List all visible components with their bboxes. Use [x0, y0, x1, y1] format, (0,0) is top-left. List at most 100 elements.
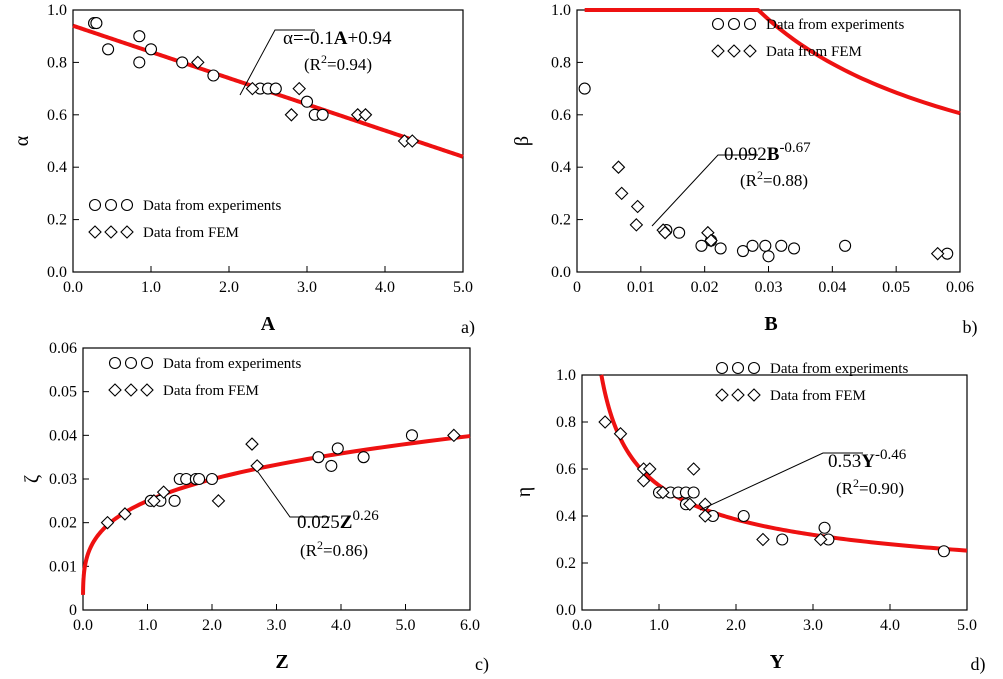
y-tick-label: 0.4 — [47, 159, 67, 176]
x-tick-label: 2.0 — [219, 279, 239, 296]
legend-experiment-marker — [715, 361, 729, 375]
x-tick-label: 5.0 — [453, 279, 473, 296]
fem-point — [100, 515, 115, 530]
legend-fem-marker — [108, 383, 122, 397]
legend-experiments-label: Data from experiments — [766, 17, 904, 33]
fit-r-squared: (R2=0.88) — [740, 168, 808, 190]
y-tick-label: 0.8 — [556, 414, 576, 431]
experiment-point — [300, 95, 314, 108]
chart-panel-a: 0.0 1.0 2.0 3.0 4.0 5.0 0.0 0.2 0.4 0.6 0.8 1.0 Data… — [11, 2, 475, 338]
y-tick-label: 1.0 — [47, 2, 67, 19]
panel-label: d) — [971, 654, 986, 675]
y-axis-title: η — [513, 487, 535, 497]
y-axis-title: α — [11, 135, 33, 146]
fem-point — [630, 199, 645, 214]
fit-equation: 0.025Z0.26 — [297, 508, 379, 533]
experiment-point — [205, 472, 219, 486]
experiment-point — [687, 486, 700, 499]
fem-point — [756, 532, 770, 547]
x-tick-label: 5.0 — [957, 617, 977, 634]
x-tick-label: 0 — [573, 279, 581, 296]
x-tick-label: 0.03 — [755, 279, 783, 296]
y-tick-label: 1.0 — [551, 2, 571, 19]
y-tick-label: 0.03 — [49, 471, 77, 488]
fem-point — [118, 507, 132, 521]
legend-fem-label: Data from FEM — [766, 44, 862, 60]
plot-frame — [82, 347, 471, 611]
experiment-point — [673, 226, 686, 239]
x-tick-label: 1.0 — [649, 617, 669, 634]
experiment-point — [787, 242, 801, 255]
x-tick-label: 3.0 — [267, 617, 287, 634]
fem-point — [292, 81, 306, 96]
fit-r-squared: (R2=0.94) — [304, 52, 372, 74]
legend-fem-label: Data from FEM — [143, 225, 239, 241]
x-tick-label: 0.01 — [627, 279, 655, 296]
x-tick-label: 0.0 — [63, 279, 83, 296]
fem-point — [250, 459, 264, 473]
x-tick-label: 6.0 — [460, 617, 480, 634]
legend-experiments-label: Data from experiments — [143, 198, 281, 214]
y-tick-label: 0.4 — [551, 159, 571, 176]
y-tick-label: 0.6 — [47, 107, 67, 124]
fit-equation: 0.53Y-0.46 — [828, 447, 907, 472]
fem-point — [629, 218, 644, 232]
chart-panel-b: 0 0.01 0.02 0.03 0.04 0.05 0.06 0.0 0.2 0.4 0.6 0.8… — [511, 2, 978, 338]
chart-panel-d: 0.0 1.0 2.0 3.0 4.0 5.0 0.0 0.2 0.4 0.6 0.8 1.0 Data… — [513, 361, 986, 675]
experiment-point — [316, 108, 329, 121]
legend-fem-marker — [124, 383, 138, 397]
legend-experiment-marker — [747, 361, 761, 375]
x-tick-label: 1.0 — [141, 279, 161, 296]
x-tick-label: 2.0 — [202, 617, 222, 634]
experiment-point — [759, 239, 772, 252]
y-axis-title: ζ — [21, 475, 43, 483]
x-tick-label: 0.06 — [946, 279, 974, 296]
y-tick-label: 0.04 — [49, 427, 77, 444]
x-tick-label: 1.0 — [138, 617, 158, 634]
fem-point — [614, 186, 629, 201]
fem-point — [191, 55, 205, 70]
x-tick-label: 4.0 — [880, 617, 900, 634]
x-axis-title: Y — [770, 651, 785, 673]
y-tick-label: 0.0 — [556, 602, 576, 619]
fit-equation: 0.092B-0.67 — [724, 140, 811, 165]
experiment-point — [269, 82, 282, 95]
x-tick-label: 0.04 — [818, 279, 846, 296]
y-axis-title: β — [511, 136, 533, 146]
y-tick-label: 0.4 — [556, 508, 576, 525]
fem-point — [156, 485, 171, 499]
panel-label: b) — [963, 317, 978, 338]
experiment-point — [714, 242, 727, 255]
legend: Data from experiments Data from FEM — [715, 361, 908, 404]
plot-frame — [576, 9, 961, 273]
experiment-point — [578, 82, 591, 95]
x-axis-title: A — [261, 313, 276, 335]
experiment-point — [144, 43, 158, 56]
legend-experiment-marker — [124, 356, 138, 370]
fem-point — [147, 494, 161, 508]
x-tick-label: 4.0 — [331, 617, 351, 634]
legend-fem-marker — [715, 388, 729, 402]
legend-fem-marker — [747, 388, 761, 402]
experiment-point — [325, 459, 338, 472]
legend-fem-marker — [120, 225, 134, 239]
y-tick-label: 0.01 — [49, 558, 77, 575]
fit-r-squared: (R2=0.86) — [300, 538, 368, 560]
experiment-point — [746, 239, 759, 252]
x-tick-label: 2.0 — [726, 617, 746, 634]
fem-point — [813, 532, 828, 547]
legend-fem-marker — [711, 44, 725, 58]
equation-leader-line — [699, 452, 863, 511]
legend-experiment-marker — [88, 198, 102, 212]
panel-label: c) — [475, 654, 489, 675]
y-tick-label: 0.02 — [49, 515, 77, 532]
experiment-point — [775, 239, 788, 252]
experiment-point — [90, 17, 103, 30]
legend-experiment-marker — [108, 356, 122, 370]
panel-label: a) — [461, 317, 475, 338]
legend-fem-marker — [743, 44, 757, 58]
fit-r-squared: (R2=0.90) — [836, 476, 904, 498]
y-tick-label: 0 — [69, 602, 77, 619]
y-tick-label: 0.8 — [47, 54, 67, 71]
